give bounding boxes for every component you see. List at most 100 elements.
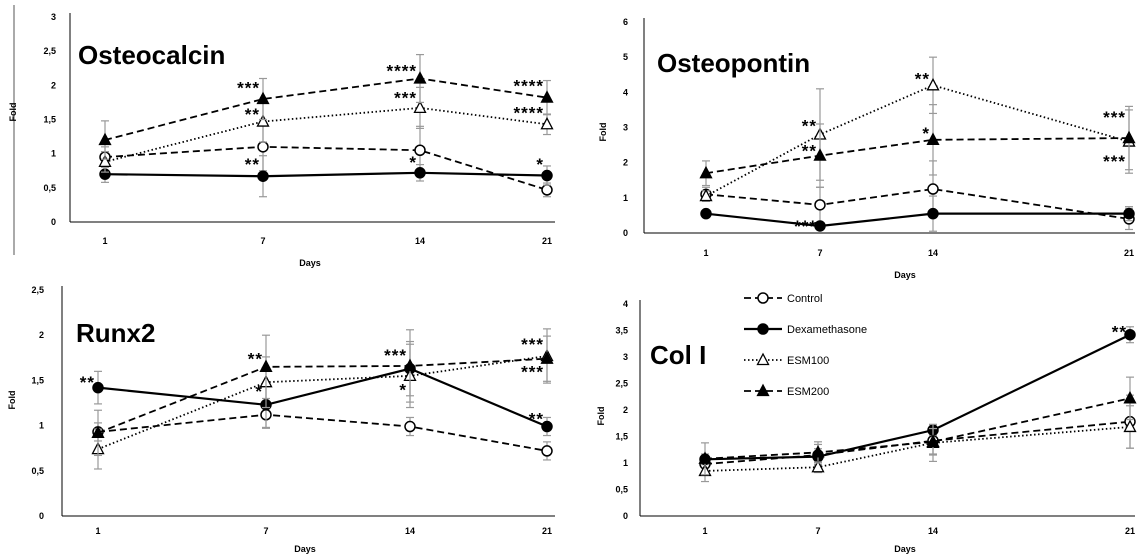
series-line	[104, 106, 548, 163]
legend-marker	[756, 352, 770, 366]
series-line	[704, 333, 1131, 461]
series-line	[705, 212, 1129, 228]
series-line	[97, 367, 548, 428]
x-axis-label: Days	[894, 270, 916, 280]
data-point	[1123, 390, 1137, 404]
panel-runx2: 00,511,522,51 7 14 21DaysFoldRunx2*********…	[7, 285, 555, 554]
data-point	[926, 77, 940, 91]
y-tick-label: 1	[623, 458, 628, 468]
data-point	[813, 148, 827, 161]
significance-mark: *	[399, 380, 407, 399]
data-point	[814, 199, 826, 211]
y-tick-label: 0,5	[615, 485, 628, 495]
data-point	[540, 116, 554, 130]
significance-mark: ***	[521, 362, 544, 381]
panel-title: Col I	[650, 340, 706, 370]
data-point	[1122, 130, 1136, 144]
y-tick-label: 1,5	[31, 375, 44, 385]
legend-marker	[756, 383, 770, 397]
significance-mark: *	[922, 124, 930, 143]
y-axis-label: Fold	[7, 391, 17, 410]
series-dex	[700, 195, 1135, 232]
legend-item-esm200: ESM200	[744, 383, 829, 398]
significance-mark: **	[1112, 323, 1127, 342]
series-line	[104, 145, 548, 191]
panel-title: Osteocalcin	[78, 40, 225, 70]
data-point	[811, 459, 825, 473]
panel-osteocalcin: 00,511,522,531 7 14 21DaysFoldOsteocalcin**…	[8, 5, 555, 268]
series-dex	[99, 155, 553, 198]
significance-mark: **	[802, 141, 817, 160]
data-point	[926, 434, 940, 447]
panel-title: Osteopontin	[657, 48, 810, 78]
y-tick-label: 1,5	[615, 432, 628, 442]
data-point	[259, 359, 273, 372]
significance-mark: ****	[387, 61, 417, 80]
series-control	[92, 400, 553, 461]
significance-mark: ***	[794, 217, 817, 236]
series-line	[97, 355, 548, 450]
x-tick-label: 21	[1125, 526, 1135, 536]
y-tick-label: 0	[623, 511, 628, 521]
series-esm100	[98, 86, 554, 173]
y-tick-label: 2	[623, 158, 628, 168]
x-tick-label: 1	[95, 526, 100, 536]
y-tick-label: 3	[623, 352, 628, 362]
x-tick-label: 21	[542, 236, 552, 246]
data-point	[700, 207, 712, 220]
data-point	[256, 91, 270, 105]
x-tick-label: 7	[817, 248, 822, 258]
series-line	[97, 357, 548, 434]
x-tick-label: 14	[405, 526, 415, 536]
y-tick-label: 3	[623, 123, 628, 133]
data-point	[1123, 207, 1135, 220]
significance-mark: ***	[394, 89, 417, 108]
x-tick-label: 7	[263, 526, 268, 536]
significance-mark: *	[409, 153, 417, 172]
legend-item-control: Control	[744, 292, 822, 305]
y-tick-label: 2,5	[615, 379, 628, 389]
y-tick-label: 4	[623, 299, 628, 309]
x-axis-label: Days	[299, 258, 321, 268]
data-point	[257, 170, 269, 182]
data-point	[540, 351, 554, 364]
data-point	[414, 144, 426, 156]
significance-mark: **	[248, 350, 263, 369]
data-point	[699, 165, 713, 179]
x-axis-label: Days	[894, 544, 916, 554]
data-point	[256, 114, 270, 127]
significance-mark: ***	[521, 335, 544, 354]
legend-label: ESM200	[787, 386, 829, 398]
y-tick-label: 0	[623, 228, 628, 238]
data-point	[811, 444, 825, 458]
y-tick-label: 2,5	[31, 285, 44, 295]
y-tick-label: 2,5	[43, 46, 56, 56]
series-line	[104, 171, 548, 178]
y-tick-label: 0,5	[43, 183, 56, 193]
series-line	[704, 426, 1131, 472]
y-tick-label: 0	[51, 217, 56, 227]
data-point	[541, 184, 553, 196]
significance-mark: *	[536, 155, 544, 174]
data-point	[540, 90, 554, 103]
data-point	[414, 167, 426, 179]
data-point	[541, 420, 553, 433]
data-point	[403, 358, 417, 372]
y-tick-label: 2	[51, 80, 56, 90]
x-tick-label: 7	[815, 526, 820, 536]
data-point	[926, 132, 940, 145]
data-point	[92, 381, 104, 394]
series-esm200	[698, 376, 1137, 476]
legend-label: ESM100	[787, 355, 829, 367]
data-point	[257, 141, 269, 153]
x-tick-label: 14	[928, 248, 938, 258]
significance-mark: ***	[1103, 152, 1126, 171]
significance-mark: **	[529, 409, 544, 428]
y-tick-label: 0	[39, 511, 44, 521]
y-tick-label: 0,5	[31, 466, 44, 476]
significance-mark: ***	[384, 346, 407, 365]
x-tick-label: 14	[928, 526, 938, 536]
data-point	[699, 188, 713, 202]
